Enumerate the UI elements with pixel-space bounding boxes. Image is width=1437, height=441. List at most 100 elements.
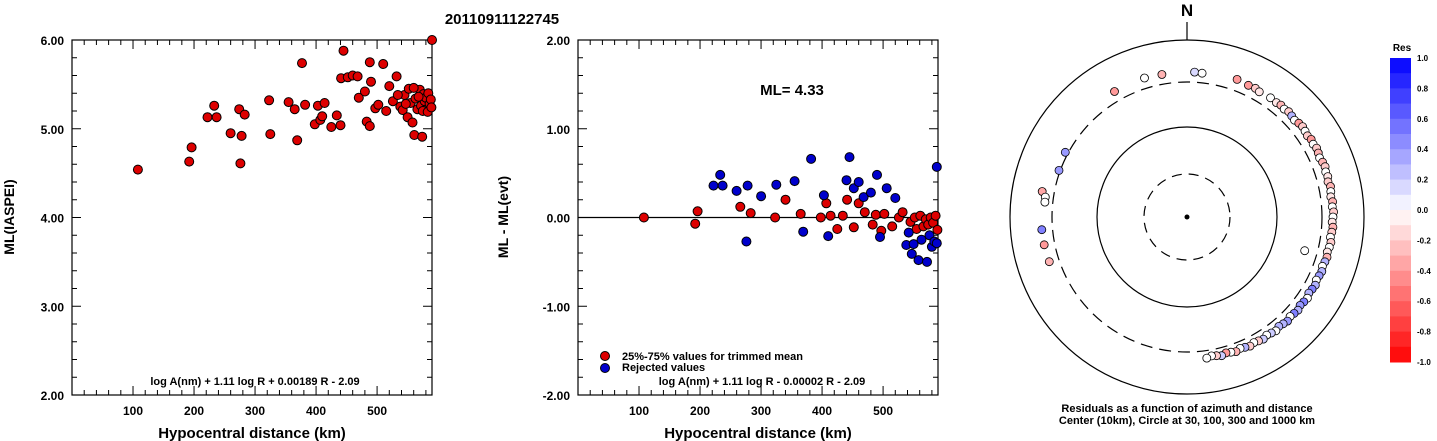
magnitude-point xyxy=(235,158,246,169)
magnitude-point xyxy=(359,86,370,97)
ytick-label: 3.00 xyxy=(41,300,65,314)
colorbar-cell xyxy=(1390,225,1411,241)
polar-circles xyxy=(1009,39,1365,395)
xtick-label: 400 xyxy=(306,404,326,418)
magnitude-point xyxy=(283,97,294,108)
colorbar-cell xyxy=(1390,194,1411,211)
residual-point xyxy=(859,207,870,218)
station-point xyxy=(1157,70,1167,79)
polar-caption-1: Residuals as a function of azimuth and d… xyxy=(1061,403,1312,415)
colorbar-cell xyxy=(1390,134,1411,150)
magnitude-point xyxy=(417,131,428,142)
station-point xyxy=(1140,73,1149,83)
xtick-label: 400 xyxy=(812,404,832,418)
magnitude-point xyxy=(408,82,419,93)
residual-point xyxy=(931,161,942,172)
panel2-formula: log A(nm) + 1.11 log R - 0.00002 R - 2.0… xyxy=(659,376,866,388)
residual-point xyxy=(745,208,756,219)
legend-marker-rejected xyxy=(600,363,610,373)
residual-point xyxy=(844,152,855,163)
colorbar: Res 1.0 0.8 0.6 0.4 0.2 0.0 -0.2 -0.4 -0.6 -0.8 -1… xyxy=(1390,43,1431,367)
residual-point xyxy=(867,219,878,230)
colorbar-tick-label: -0.2 xyxy=(1417,236,1431,245)
colorbar-cell xyxy=(1390,316,1411,333)
magnitude-point xyxy=(366,76,376,87)
station-point xyxy=(1190,67,1199,77)
magnitude-point xyxy=(319,98,330,108)
circle-300km xyxy=(1051,81,1323,353)
panel2-ylabel: ML - ML(evt) xyxy=(495,176,511,258)
magnitude-point xyxy=(407,117,418,128)
colorbar-cell xyxy=(1390,210,1411,226)
residual-point xyxy=(853,177,864,187)
magnitude-point xyxy=(384,81,395,92)
polar-caption-2: Center (10km), Circle at 30, 100, 300 an… xyxy=(1059,415,1315,427)
colorbar-tick-label: 0.0 xyxy=(1417,206,1429,215)
colorbar-title: Res xyxy=(1393,43,1412,54)
residual-point xyxy=(789,176,800,187)
panel1-ylabel: ML(IASPEI) xyxy=(1,179,17,254)
magnitude-point xyxy=(297,58,307,69)
ytick-label: 5.00 xyxy=(41,123,65,137)
residual-point xyxy=(825,210,836,221)
colorbar-cell xyxy=(1390,286,1411,302)
magnitude-point xyxy=(413,91,424,102)
magnitude-point xyxy=(353,92,364,103)
colorbar-tick-label: -0.6 xyxy=(1417,297,1431,306)
colorbar-tick-label: -0.4 xyxy=(1417,267,1431,276)
residual-point xyxy=(931,238,942,249)
ytick-label: 0.00 xyxy=(547,212,571,226)
colorbar-cell xyxy=(1390,164,1411,181)
residual-point xyxy=(930,210,941,221)
magnitude-point xyxy=(381,106,392,116)
residual-point xyxy=(771,179,782,190)
colorbar-cell xyxy=(1390,179,1411,196)
ytick-label: 4.00 xyxy=(41,212,65,226)
residual-point xyxy=(780,194,791,205)
legend-marker-trimmed xyxy=(600,351,610,361)
station-point xyxy=(1040,197,1050,207)
colorbar-tick-label: 0.6 xyxy=(1417,115,1429,124)
magnitude-point xyxy=(317,111,328,122)
ytick-label: 6.00 xyxy=(41,34,65,48)
residual-point xyxy=(823,231,834,242)
residual-point xyxy=(735,201,746,212)
magnitude-point xyxy=(331,110,342,121)
epicenter-dot xyxy=(1184,214,1190,220)
ytick-label: -2.00 xyxy=(543,389,571,403)
circle-100km xyxy=(1096,126,1278,308)
residual-point xyxy=(795,208,806,219)
magnitude-point xyxy=(236,130,247,141)
residual-point xyxy=(913,255,924,266)
residual-point xyxy=(690,218,701,229)
colorbar-cell xyxy=(1390,331,1411,348)
magnitude-point xyxy=(373,99,384,110)
colorbar-tick-label: 0.4 xyxy=(1417,145,1429,154)
residual-point xyxy=(741,236,752,247)
colorbar-cell xyxy=(1390,103,1411,120)
magnitude-point xyxy=(326,122,337,132)
panel2-legend: 25%-75% values for trimmed mean Rejected… xyxy=(600,351,803,374)
circle-1000km xyxy=(1009,39,1365,395)
residual-point xyxy=(837,210,848,221)
residual-point xyxy=(908,239,919,250)
ytick-label: 2.00 xyxy=(547,34,571,48)
xtick-label: 100 xyxy=(629,404,649,418)
residual-point xyxy=(756,191,767,202)
panel2-xlabel: Hypocentral distance (km) xyxy=(664,425,852,441)
colorbar-cell xyxy=(1390,270,1411,287)
residual-point xyxy=(832,224,843,234)
magnitude-point xyxy=(264,95,275,106)
xtick-label: 300 xyxy=(245,404,265,418)
residual-point xyxy=(798,226,809,237)
panel1-points xyxy=(132,35,437,175)
panel2-points xyxy=(638,152,943,267)
station-point xyxy=(1197,68,1207,78)
residual-point xyxy=(922,256,932,267)
residual-point xyxy=(865,187,876,198)
residual-point xyxy=(715,169,726,180)
ml-label: ML= 4.33 xyxy=(760,82,824,99)
xtick-label: 500 xyxy=(873,404,893,418)
magnitude-point xyxy=(289,104,300,115)
